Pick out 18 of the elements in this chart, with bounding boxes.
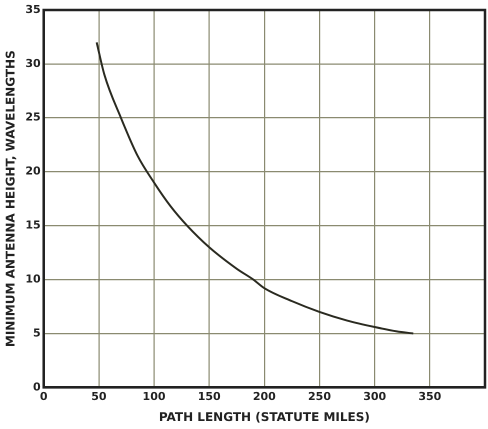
line-series bbox=[96, 41, 414, 334]
x-tick-label: 150 bbox=[198, 390, 222, 403]
y-tick-label: 20 bbox=[25, 164, 42, 178]
y-tick-label: 35 bbox=[25, 2, 41, 16]
y-tick-label: 10 bbox=[25, 272, 42, 286]
x-tick-label: 300 bbox=[363, 390, 386, 403]
y-tick-label: 0 bbox=[33, 380, 42, 394]
y-tick-label: 5 bbox=[33, 326, 41, 340]
y-tick-label: 15 bbox=[25, 218, 41, 232]
x-tick-label: 100 bbox=[142, 390, 166, 403]
x-tick-label: 200 bbox=[252, 390, 276, 403]
x-axis-title: PATH LENGTH (STATUTE MILES) bbox=[158, 410, 370, 424]
y-tick-label: 25 bbox=[25, 110, 41, 124]
y-axis-title: MINIMUM ANTENNA HEIGHT, WAVELENGTHS bbox=[3, 50, 18, 348]
x-tick-label: 50 bbox=[91, 390, 107, 403]
x-tick-label: 350 bbox=[418, 390, 442, 403]
x-tick-label: 250 bbox=[308, 390, 332, 403]
y-tick-label: 30 bbox=[25, 56, 42, 70]
